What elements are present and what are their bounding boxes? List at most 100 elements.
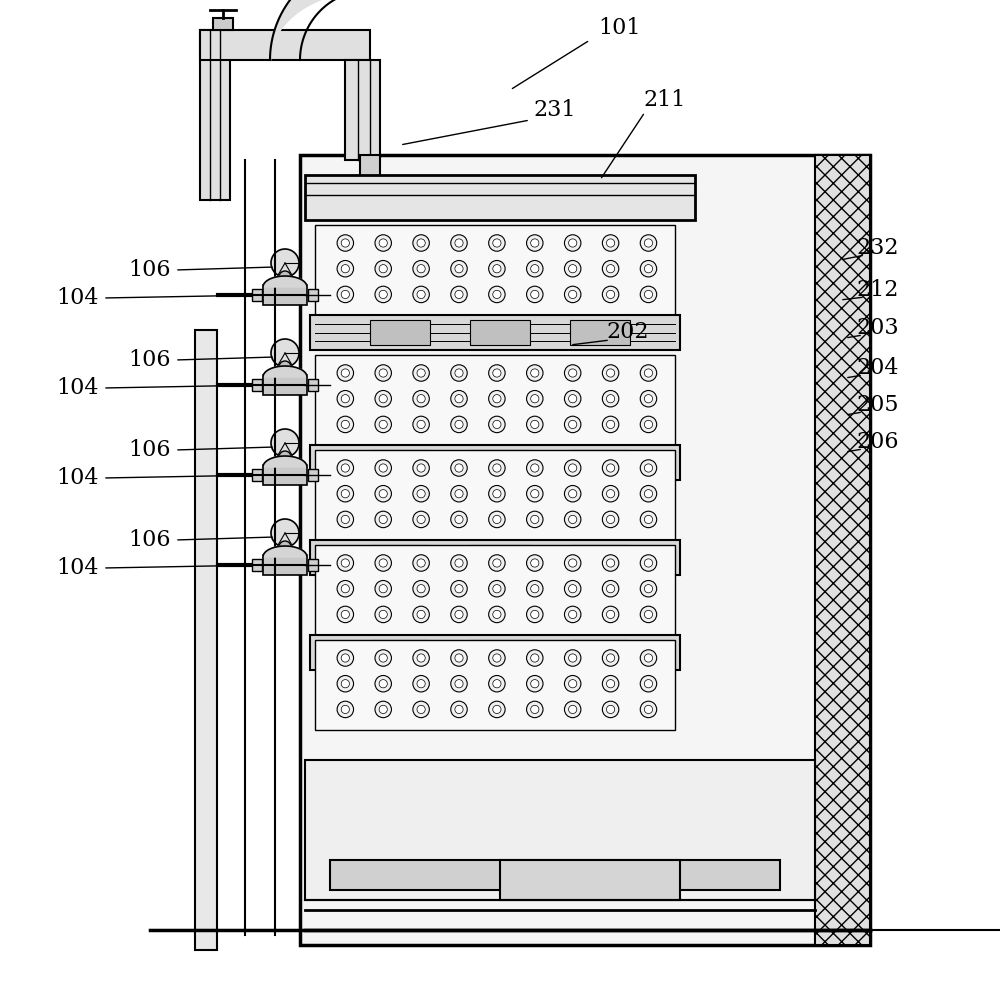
Bar xyxy=(570,545,630,570)
Bar xyxy=(305,175,695,220)
Circle shape xyxy=(375,511,391,528)
Circle shape xyxy=(417,239,425,247)
Circle shape xyxy=(417,705,425,713)
Bar xyxy=(315,640,675,730)
Bar xyxy=(500,860,680,900)
Circle shape xyxy=(564,260,581,277)
Circle shape xyxy=(564,580,581,597)
Bar xyxy=(263,375,307,395)
Circle shape xyxy=(564,486,581,502)
Text: 104: 104 xyxy=(57,467,99,489)
Circle shape xyxy=(569,558,577,567)
Circle shape xyxy=(606,705,615,713)
Circle shape xyxy=(451,460,467,476)
Bar xyxy=(570,450,630,475)
Circle shape xyxy=(640,417,657,432)
Circle shape xyxy=(527,650,543,666)
Circle shape xyxy=(531,369,539,377)
Circle shape xyxy=(602,606,619,623)
Circle shape xyxy=(451,260,467,277)
Circle shape xyxy=(644,611,653,619)
Bar xyxy=(300,155,870,945)
Circle shape xyxy=(271,429,299,457)
Circle shape xyxy=(341,265,349,273)
Circle shape xyxy=(379,585,387,593)
Circle shape xyxy=(451,555,467,571)
Circle shape xyxy=(279,451,291,463)
Circle shape xyxy=(606,291,615,298)
Bar xyxy=(310,445,680,480)
Text: 106: 106 xyxy=(129,349,171,371)
Circle shape xyxy=(341,239,349,247)
Circle shape xyxy=(413,287,429,302)
Circle shape xyxy=(455,705,463,713)
Circle shape xyxy=(606,585,615,593)
Circle shape xyxy=(602,650,619,666)
Circle shape xyxy=(341,705,349,713)
Circle shape xyxy=(417,291,425,298)
Circle shape xyxy=(644,421,653,428)
Circle shape xyxy=(640,260,657,277)
Circle shape xyxy=(337,260,354,277)
Circle shape xyxy=(489,676,505,691)
Circle shape xyxy=(455,585,463,593)
Circle shape xyxy=(455,654,463,662)
Circle shape xyxy=(531,265,539,273)
Circle shape xyxy=(279,271,291,283)
Circle shape xyxy=(375,234,391,251)
Circle shape xyxy=(417,558,425,567)
Circle shape xyxy=(451,606,467,623)
Circle shape xyxy=(640,390,657,407)
Circle shape xyxy=(493,395,501,403)
Bar xyxy=(305,760,815,900)
Bar xyxy=(308,559,318,571)
Circle shape xyxy=(271,519,299,547)
Circle shape xyxy=(564,234,581,251)
Bar xyxy=(370,545,430,570)
Bar xyxy=(310,540,680,575)
Circle shape xyxy=(489,580,505,597)
Circle shape xyxy=(341,611,349,619)
Circle shape xyxy=(527,260,543,277)
Circle shape xyxy=(569,421,577,428)
Text: 101: 101 xyxy=(599,17,641,39)
Circle shape xyxy=(455,515,463,524)
Circle shape xyxy=(279,361,291,373)
Circle shape xyxy=(337,701,354,718)
Circle shape xyxy=(602,580,619,597)
Circle shape xyxy=(271,249,299,277)
Circle shape xyxy=(640,580,657,597)
Circle shape xyxy=(489,486,505,502)
Circle shape xyxy=(493,369,501,377)
Text: 204: 204 xyxy=(857,357,899,379)
Circle shape xyxy=(455,464,463,472)
Circle shape xyxy=(341,291,349,298)
Circle shape xyxy=(644,585,653,593)
Circle shape xyxy=(375,701,391,718)
Circle shape xyxy=(279,541,291,553)
Circle shape xyxy=(417,421,425,428)
Circle shape xyxy=(527,486,543,502)
Circle shape xyxy=(489,460,505,476)
Circle shape xyxy=(379,239,387,247)
Circle shape xyxy=(413,606,429,623)
Circle shape xyxy=(644,464,653,472)
Circle shape xyxy=(493,464,501,472)
Circle shape xyxy=(564,287,581,302)
Text: 211: 211 xyxy=(644,89,686,111)
Circle shape xyxy=(640,555,657,571)
Circle shape xyxy=(531,680,539,688)
Circle shape xyxy=(602,555,619,571)
Circle shape xyxy=(455,239,463,247)
Polygon shape xyxy=(263,456,307,467)
Circle shape xyxy=(493,265,501,273)
Circle shape xyxy=(451,234,467,251)
Circle shape xyxy=(375,676,391,691)
Bar xyxy=(570,640,630,665)
Text: 231: 231 xyxy=(534,99,576,121)
Circle shape xyxy=(640,364,657,381)
Circle shape xyxy=(489,511,505,528)
Circle shape xyxy=(493,558,501,567)
Circle shape xyxy=(417,265,425,273)
Circle shape xyxy=(606,265,615,273)
